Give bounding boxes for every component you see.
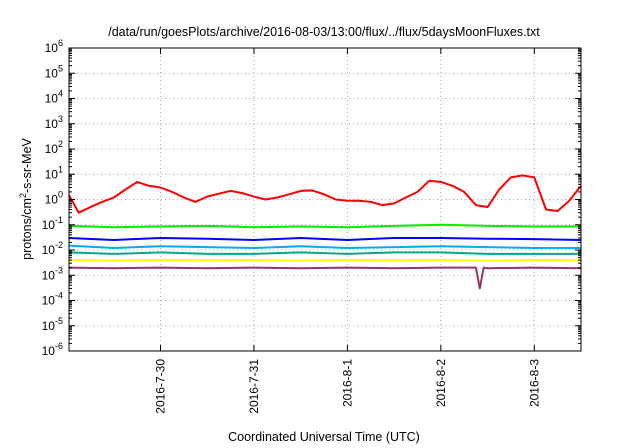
y-tick-label-exponent: 4	[58, 89, 63, 99]
x-tick-label: 2016-8-2	[434, 359, 448, 407]
y-tick-label-exponent: 3	[58, 114, 63, 124]
y-tick-label-base: 10	[45, 117, 59, 131]
y-tick-label-exponent: 5	[58, 63, 63, 73]
series-line-5	[68, 251, 581, 255]
y-tick-label: 10-2	[42, 240, 63, 257]
grid	[69, 48, 581, 351]
y-tick-label-exponent: 6	[58, 38, 63, 48]
y-tick-label-exponent: -6	[55, 341, 63, 351]
series-line-3	[68, 237, 582, 241]
y-tick-label-base: 10	[45, 41, 59, 55]
series-line-2	[68, 223, 581, 229]
x-tick-label: 2016-7-31	[247, 359, 261, 414]
series-line-6	[68, 259, 582, 262]
y-tick-label: 10-1	[42, 215, 63, 232]
y-tick-label-exponent: -5	[55, 316, 63, 326]
y-tick-label-base: 10	[45, 142, 59, 156]
y-tick-label: 103	[45, 114, 63, 131]
y-tick-label-base: 10	[42, 243, 56, 257]
y-tick-label-base: 10	[45, 92, 59, 106]
y-axis-title-prefix: protons/cm	[20, 198, 34, 260]
y-axis-title: protons/cm2-s-sr-MeV	[18, 137, 34, 259]
x-tick-label: 2016-8-1	[340, 359, 354, 407]
x-tick-label: 2016-8-3	[527, 359, 541, 407]
y-tick-label-base: 10	[42, 218, 56, 232]
x-tick-label: 2016-7-30	[153, 359, 167, 414]
y-axis-title-superscript: 2	[18, 193, 28, 198]
y-tick-label-exponent: 0	[58, 190, 63, 200]
y-tick-label: 101	[45, 164, 63, 181]
y-tick-label: 102	[45, 139, 63, 156]
y-tick-label-base: 10	[45, 167, 59, 181]
y-tick-label: 105	[45, 63, 63, 80]
y-tick-label-base: 10	[45, 193, 59, 207]
y-tick-label: 10-6	[42, 341, 63, 358]
y-tick-label: 106	[45, 38, 63, 55]
series-line-1	[68, 174, 582, 214]
y-tick-label-base: 10	[45, 66, 59, 80]
y-tick-label-exponent: 2	[58, 139, 63, 149]
chart-title: /data/run/goesPlots/archive/2016-08-03/1…	[108, 25, 540, 39]
y-tick-label-exponent: 1	[58, 164, 63, 174]
series-layer	[68, 174, 582, 290]
y-tick-label-base: 10	[42, 268, 56, 282]
y-tick-label-exponent: -4	[55, 291, 63, 301]
y-axis-title-suffix: -s-sr-MeV	[20, 137, 34, 193]
x-axis: 2016-7-30 2016-7-31 2016-8-1 2016-8-2 2016-8…	[153, 48, 541, 414]
y-tick-label: 104	[45, 89, 63, 106]
y-tick-label-exponent: -3	[55, 265, 63, 275]
x-axis-title: Coordinated Universal Time (UTC)	[228, 430, 420, 444]
y-tick-label: 100	[45, 190, 63, 207]
series-line-7	[68, 266, 582, 290]
y-tick-label: 10-5	[42, 316, 63, 333]
y-tick-label-base: 10	[42, 294, 56, 308]
y-tick-label-base: 10	[42, 319, 56, 333]
y-tick-label: 10-3	[42, 265, 63, 282]
y-axis: 10-610-510-410-310-210-11001011021031041…	[42, 38, 581, 358]
y-tick-label-exponent: -2	[55, 240, 63, 250]
series-line-4	[68, 244, 581, 249]
y-tick-label-base: 10	[42, 344, 56, 358]
y-tick-label: 10-4	[42, 291, 63, 308]
y-tick-label-exponent: -1	[55, 215, 63, 225]
